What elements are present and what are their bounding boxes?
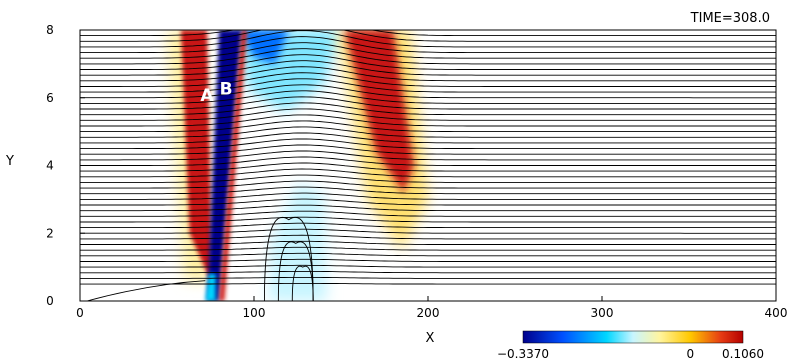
y-tick-label: 8 [46, 23, 54, 37]
contour-line [80, 180, 776, 189]
contour-line [80, 60, 776, 76]
y-tick-label: 2 [46, 226, 54, 240]
contour-line [80, 168, 776, 178]
x-tick-label: 300 [591, 306, 614, 320]
x-axis-title: X [426, 331, 435, 346]
contour-line [80, 216, 776, 223]
contour-line [80, 240, 776, 245]
contour-separatrix [86, 280, 206, 301]
contour-line [80, 204, 776, 212]
contour-line [80, 120, 776, 133]
current-sheet-blue [207, 30, 242, 301]
y-ticks: 0 2 4 6 8 [46, 23, 85, 308]
colorbar-label: −0.3370 [497, 347, 549, 361]
contour-line [80, 174, 776, 183]
contour-line [80, 156, 776, 166]
contour-line [80, 138, 776, 150]
x-tick-label: 0 [76, 306, 84, 320]
contour-loop [263, 217, 314, 301]
contour-line [80, 30, 776, 42]
contour-lines [80, 23, 776, 301]
contour-line [80, 192, 776, 200]
colorbar [522, 330, 744, 344]
contour-line [80, 108, 776, 121]
contour-loop [277, 241, 314, 301]
colorbar-label: 0 [687, 347, 695, 361]
colorbar-label: 0.1060 [722, 347, 764, 361]
contour-line [80, 84, 776, 99]
contour-line [80, 234, 776, 240]
colorbar-labels: −0.3370 0 0.1060 [497, 347, 764, 361]
contour-line [80, 258, 776, 262]
contour-line [80, 282, 776, 285]
contour-line [80, 144, 776, 155]
contour-line [80, 42, 776, 59]
contour-line [80, 252, 776, 257]
contour-line [80, 198, 776, 206]
x-tick-label: 100 [243, 306, 266, 320]
current-sheet-red [219, 30, 248, 301]
contour-line [80, 78, 776, 93]
contour-line [80, 270, 776, 274]
y-tick-label: 0 [46, 294, 54, 308]
contour-line [80, 30, 776, 37]
contour-line [80, 246, 776, 251]
contour-line [80, 276, 776, 279]
contour-loop [291, 265, 314, 301]
contour-line [80, 72, 776, 87]
sheet-bottom-cyan [205, 273, 216, 301]
contour-line [80, 222, 776, 229]
contour-line [80, 30, 776, 48]
contour-line [80, 48, 776, 65]
contour-line [80, 210, 776, 217]
contour-line [80, 66, 776, 82]
time-label: TIME=308.0 [690, 11, 770, 26]
contour-line [80, 96, 776, 110]
contour-line [80, 162, 776, 172]
contour-line [80, 132, 776, 144]
contour-line [80, 23, 776, 24]
x-ticks: 0 100 200 300 400 [76, 296, 787, 320]
contour-line [80, 264, 776, 268]
contour-line [80, 30, 776, 31]
contour-line [80, 126, 776, 138]
contour-line [80, 114, 776, 127]
contour-line [80, 54, 776, 70]
contour-line [80, 90, 776, 104]
contour-line [80, 102, 776, 116]
contour-line [80, 150, 776, 161]
contour-line [80, 186, 776, 195]
y-tick-label: 4 [46, 159, 54, 173]
point-label-b: B [220, 79, 233, 99]
contour-line [80, 228, 776, 234]
y-tick-label: 6 [46, 91, 54, 105]
x-tick-label: 200 [417, 306, 440, 320]
point-label-a: A [200, 86, 214, 106]
x-tick-label: 400 [765, 306, 788, 320]
y-axis-title: Y [5, 154, 14, 169]
contour-line [80, 36, 776, 54]
